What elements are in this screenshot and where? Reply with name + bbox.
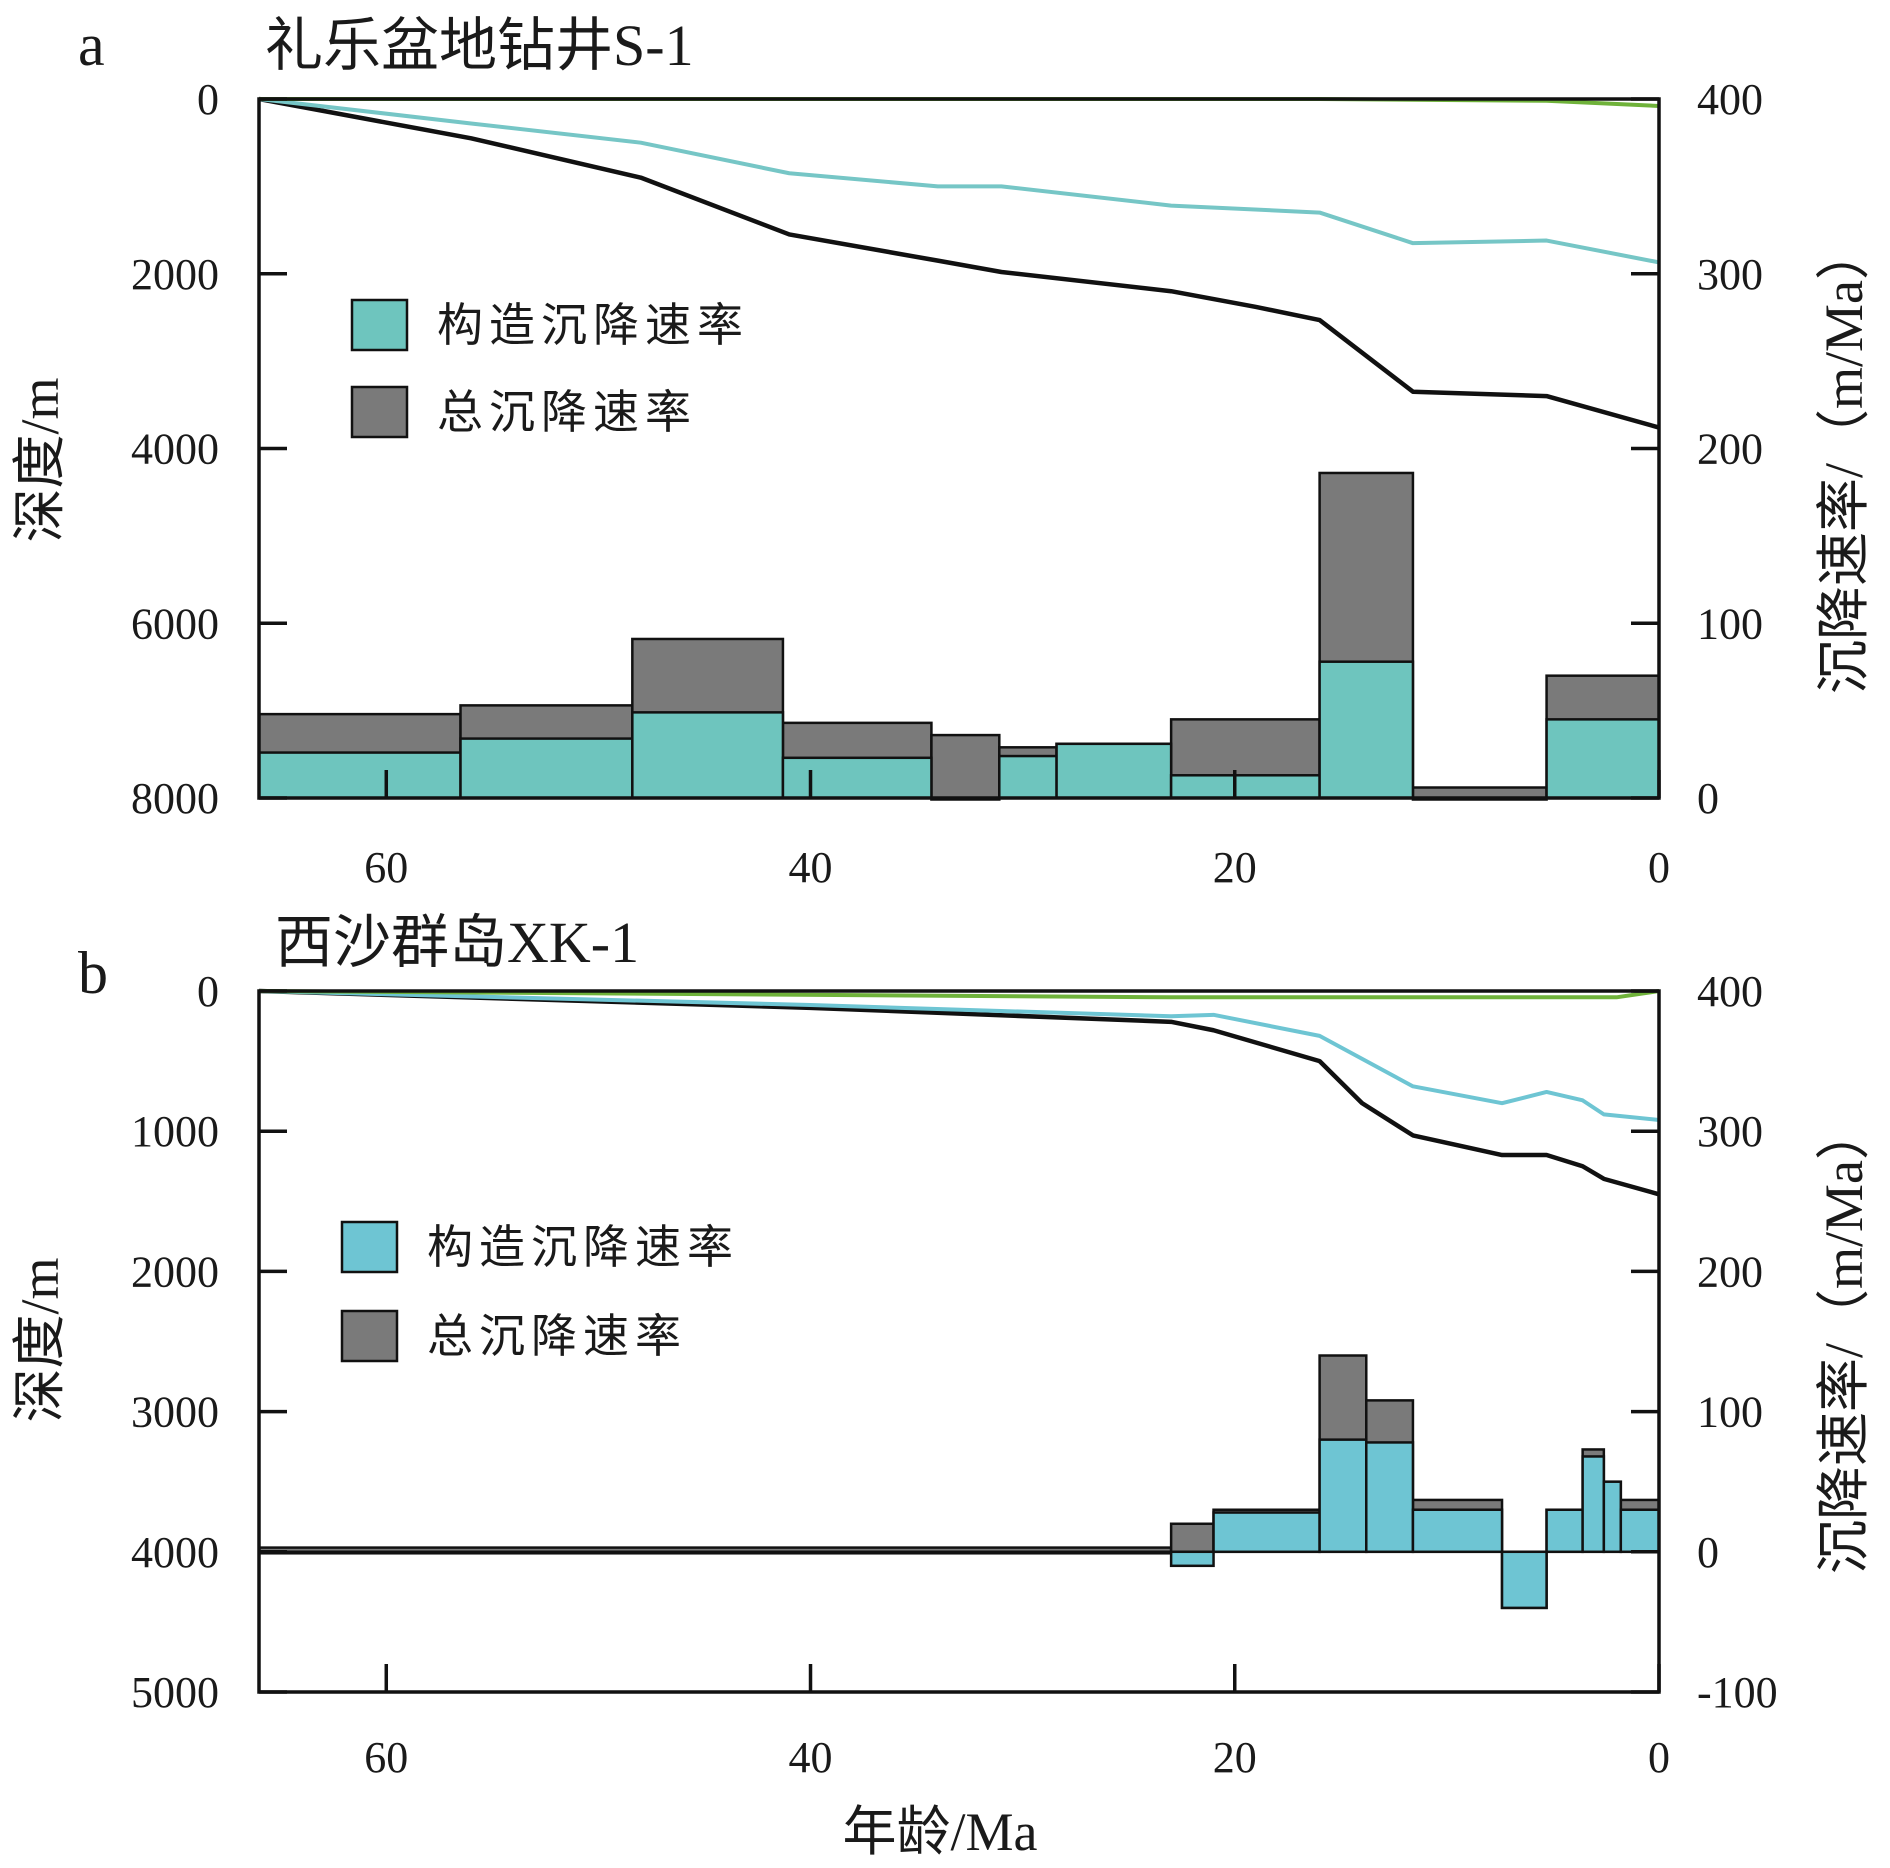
tectonic-rate-bar	[1318, 660, 1415, 800]
panel-title: 礼乐盆地钻井S-1	[265, 13, 694, 78]
panel-title: 西沙群岛XK-1	[275, 910, 639, 975]
y-tick-label: 5000	[131, 1668, 219, 1717]
tectonic-rate-bar	[1581, 1455, 1606, 1554]
tectonic-rate-bar	[1411, 1508, 1504, 1554]
y2-tick-label: 200	[1697, 1247, 1763, 1296]
legend-label-total: 总沉降速率	[437, 387, 697, 438]
y2-tick-label: 0	[1697, 1528, 1719, 1577]
y2-tick-label: 0	[1697, 774, 1719, 823]
total-subsidence-curve	[258, 988, 1660, 1197]
y-tick-label: 6000	[131, 599, 219, 648]
x-tick-label: 60	[364, 843, 408, 892]
legend-swatch-tectonic	[340, 1220, 399, 1274]
tectonic-rate-bar	[1545, 1508, 1584, 1554]
y-tick-label: 0	[197, 75, 219, 124]
legend-swatch-tectonic	[350, 298, 409, 352]
y-tick-label: 4000	[131, 425, 219, 474]
y-tick-label: 0	[197, 967, 219, 1016]
x-tick-label: 40	[789, 843, 833, 892]
tectonic-rate-bar	[1500, 1550, 1548, 1610]
y2-axis-title: 沉降速率/（m/Ma）	[1814, 1106, 1874, 1574]
tectonic-rate-bar	[1212, 1511, 1321, 1554]
tectonic-rate-bar	[1545, 718, 1661, 800]
legend-label-total: 总沉降速率	[427, 1311, 687, 1362]
panel-letter: b	[78, 940, 108, 1006]
legend-label-tectonic: 构造沉降速率	[437, 300, 749, 351]
x-tick-label: 0	[1648, 843, 1670, 892]
tectonic-rate-bar	[257, 751, 462, 800]
x-axis-title: 年龄/Ma	[843, 1802, 1038, 1862]
y2-axis-title: 沉降速率/（m/Ma）	[1814, 226, 1874, 694]
y2-tick-label: -100	[1697, 1668, 1778, 1717]
y-tick-label: 3000	[131, 1388, 219, 1437]
y-tick-label: 2000	[131, 1247, 219, 1296]
tectonic-rate-bar	[1055, 742, 1173, 800]
x-tick-label: 60	[364, 1733, 408, 1782]
y2-tick-label: 300	[1697, 1107, 1763, 1156]
tectonic-subsidence-curve	[258, 97, 1660, 265]
tectonic-rate-bar	[1169, 774, 1321, 800]
tectonic-subsidence-curve	[258, 989, 1660, 1122]
tectonic-rate-bar	[1169, 1550, 1215, 1568]
y2-tick-label: 300	[1697, 250, 1763, 299]
x-tick-label: 0	[1648, 1733, 1670, 1782]
legend-swatch-total	[350, 385, 409, 439]
x-tick-label: 20	[1213, 843, 1257, 892]
y2-tick-label: 200	[1697, 425, 1763, 474]
tectonic-rate-bar	[1619, 1508, 1661, 1554]
tectonic-rate-bar	[257, 1550, 1173, 1555]
y2-tick-label: 100	[1697, 599, 1763, 648]
y-tick-label: 1000	[131, 1107, 219, 1156]
x-tick-label: 20	[1213, 1733, 1257, 1782]
y2-tick-label: 100	[1697, 1388, 1763, 1437]
legend-label-tectonic: 构造沉降速率	[427, 1222, 739, 1273]
y-axis-title: 深度/m	[10, 377, 70, 542]
tectonic-rate-bar	[1318, 1438, 1368, 1554]
tectonic-rate-bar	[998, 754, 1058, 800]
total-rate-bar	[1169, 1522, 1215, 1554]
y-tick-label: 8000	[131, 774, 219, 823]
y-tick-label: 4000	[131, 1528, 219, 1577]
y2-tick-label: 400	[1697, 75, 1763, 124]
legend-swatch-total	[340, 1309, 399, 1363]
panel-letter: a	[78, 12, 105, 78]
tectonic-rate-bar	[1365, 1441, 1415, 1554]
tectonic-rate-bar	[781, 756, 933, 800]
y2-tick-label: 400	[1697, 967, 1763, 1016]
plot-frame	[257, 97, 1661, 800]
tectonic-rate-bar	[1602, 1480, 1623, 1554]
total-subsidence-curve	[258, 96, 1660, 430]
water-depth-curve	[258, 989, 1660, 1000]
y-tick-label: 2000	[131, 250, 219, 299]
tectonic-rate-bar	[459, 737, 634, 800]
total-rate-bar	[930, 733, 1001, 800]
tectonic-rate-bar	[631, 711, 785, 800]
x-tick-label: 40	[789, 1733, 833, 1782]
y-axis-title: 深度/m	[10, 1257, 70, 1422]
plot-frame	[257, 989, 1661, 1694]
